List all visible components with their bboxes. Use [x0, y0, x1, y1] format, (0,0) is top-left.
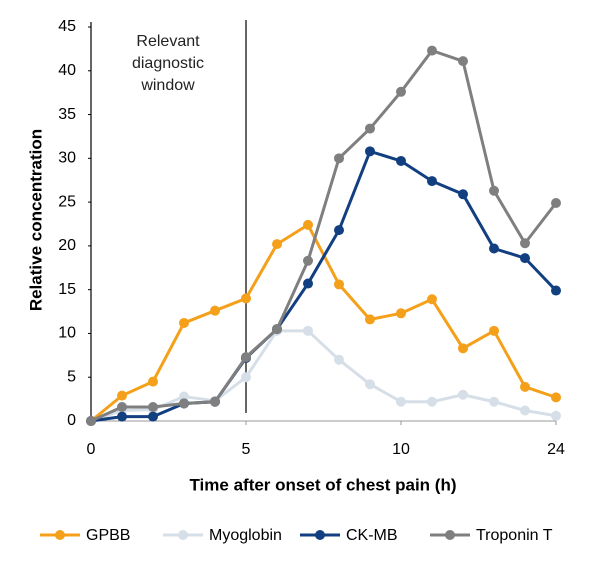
y-tick-label: 25 [58, 193, 76, 210]
data-point [396, 308, 406, 319]
data-point [117, 390, 127, 401]
data-point [303, 255, 313, 266]
data-point [210, 305, 220, 316]
y-tick-label: 40 [58, 62, 76, 79]
legend-marker [178, 530, 188, 540]
series-line [90, 48, 558, 423]
data-point [520, 253, 530, 264]
y-axis-label: Relative concentration [26, 129, 45, 311]
data-point [520, 381, 530, 392]
data-point [272, 239, 282, 250]
y-tick-label: 15 [58, 281, 76, 298]
series-line [90, 149, 558, 423]
data-point [551, 410, 561, 421]
x-tick-label: 5 [242, 441, 251, 458]
data-point [520, 238, 530, 249]
data-point [210, 396, 220, 407]
legend-label: Myoglobin [209, 527, 282, 544]
data-point [396, 86, 406, 97]
annotation-text: window [140, 77, 195, 94]
data-point [303, 278, 313, 289]
data-point [365, 379, 375, 390]
y-tick-label: 20 [58, 237, 76, 254]
data-point [241, 293, 251, 304]
data-point [489, 396, 499, 407]
data-point [334, 225, 344, 236]
y-tick-label: 30 [58, 150, 76, 167]
data-point [365, 314, 375, 325]
data-point [458, 189, 468, 200]
data-point [117, 401, 127, 412]
data-point [148, 411, 158, 422]
y-tick-label: 5 [67, 368, 76, 385]
data-point [551, 197, 561, 208]
x-tick-label: 0 [87, 441, 96, 458]
data-point [458, 389, 468, 400]
data-point [365, 123, 375, 134]
data-point [427, 176, 437, 187]
data-point [303, 325, 313, 336]
y-tick-label: 0 [67, 412, 76, 429]
data-point [334, 354, 344, 365]
annotation-text: diagnostic [132, 55, 204, 72]
data-point [458, 56, 468, 67]
data-point [396, 396, 406, 407]
x-tick-label: 24 [547, 441, 565, 458]
data-point [427, 45, 437, 56]
legend-label: CK-MB [346, 527, 398, 544]
data-point [334, 279, 344, 290]
data-point [272, 324, 282, 335]
data-point [117, 411, 127, 422]
data-point [303, 219, 313, 230]
data-point [520, 405, 530, 416]
legend-label: GPBB [86, 527, 130, 544]
data-point [148, 401, 158, 412]
data-point [179, 317, 189, 328]
legend-marker [315, 530, 325, 540]
data-point [551, 285, 561, 296]
annotation-text: Relevant [136, 33, 200, 50]
data-point [241, 372, 251, 383]
data-point [458, 343, 468, 354]
data-point [148, 376, 158, 387]
data-point [334, 153, 344, 164]
x-tick-label: 10 [392, 441, 410, 458]
data-point [365, 146, 375, 157]
legend-marker [445, 530, 455, 540]
data-point [86, 416, 96, 426]
legend-marker [55, 530, 65, 540]
data-point [551, 392, 561, 403]
data-point [489, 243, 499, 254]
data-point [489, 185, 499, 196]
data-point [427, 396, 437, 407]
data-point [179, 398, 189, 409]
data-point [489, 325, 499, 336]
y-tick-label: 45 [58, 18, 76, 35]
series-line [90, 329, 557, 423]
data-point [179, 391, 189, 402]
y-tick-label: 35 [58, 106, 76, 123]
data-point [396, 155, 406, 166]
data-point [241, 352, 251, 363]
y-tick-label: 10 [58, 325, 76, 342]
data-point [427, 294, 437, 305]
x-axis-label: Time after onset of chest pain (h) [189, 475, 456, 494]
legend-label: Troponin T [476, 527, 553, 544]
